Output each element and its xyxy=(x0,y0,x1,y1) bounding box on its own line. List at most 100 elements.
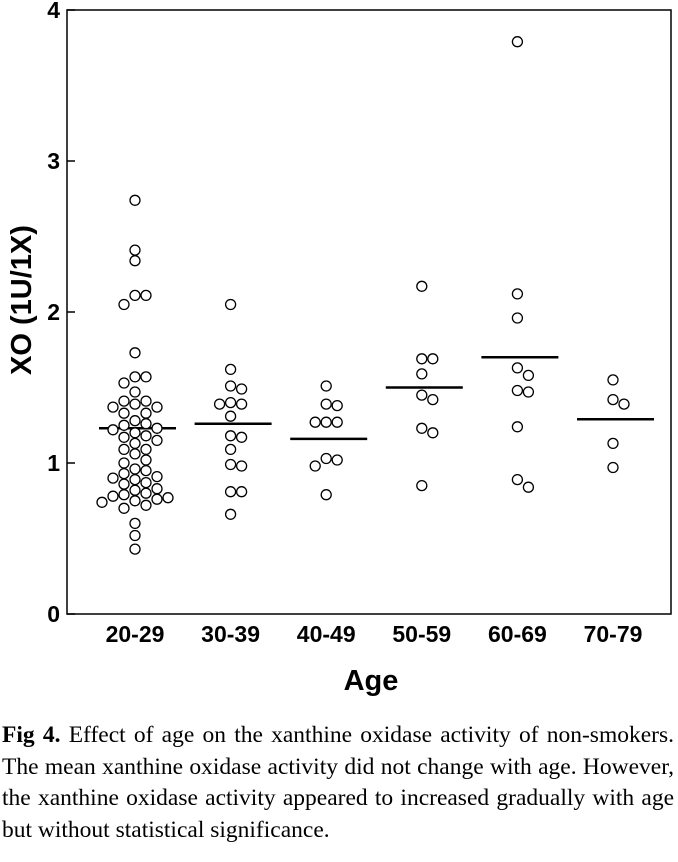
data-point xyxy=(129,543,141,555)
data-point xyxy=(511,473,524,486)
data-point xyxy=(140,289,152,302)
data-point xyxy=(129,427,141,439)
data-point xyxy=(607,437,619,450)
x-tick-label: 20-29 xyxy=(106,621,165,647)
data-point xyxy=(129,495,141,507)
x-tick-label: 50-59 xyxy=(392,621,451,647)
data-point xyxy=(151,470,163,483)
data-point xyxy=(224,443,237,456)
mean-lines xyxy=(99,356,654,441)
data-point xyxy=(224,380,237,392)
data-point xyxy=(140,454,152,466)
data-point xyxy=(129,255,141,267)
data-point xyxy=(320,398,332,410)
data-point xyxy=(320,380,332,392)
x-tick-label: 70-79 xyxy=(584,621,643,647)
data-point xyxy=(151,493,163,505)
data-point xyxy=(129,244,141,256)
data-point xyxy=(118,502,130,514)
data-point xyxy=(151,401,163,413)
data-point xyxy=(129,437,141,450)
data-point xyxy=(416,353,428,365)
data-point xyxy=(235,431,248,443)
data-point xyxy=(140,371,152,383)
data-point xyxy=(129,347,141,359)
data-point xyxy=(140,476,152,489)
data-point xyxy=(140,443,152,456)
data-point xyxy=(140,430,152,442)
data-point xyxy=(129,484,141,496)
data-point xyxy=(162,492,174,504)
x-tick-label: 30-39 xyxy=(201,621,260,647)
data-point xyxy=(151,434,163,447)
data-point xyxy=(235,383,248,395)
plot-frame xyxy=(66,9,672,615)
data-point xyxy=(331,416,343,428)
data-point xyxy=(118,489,130,501)
data-point xyxy=(511,421,524,433)
caption-label: Fig 4. xyxy=(2,722,61,748)
y-tick-label: 4 xyxy=(47,0,60,23)
data-point xyxy=(129,529,141,542)
data-point xyxy=(320,489,332,501)
data-point xyxy=(213,398,226,410)
data-point xyxy=(140,407,152,419)
figure-caption: Fig 4. Effect of age on the xanthine oxi… xyxy=(2,720,674,846)
data-point xyxy=(320,416,332,428)
data-point xyxy=(511,288,524,300)
data-point xyxy=(309,416,321,428)
data-point xyxy=(427,393,439,406)
data-point xyxy=(140,499,152,511)
data-point xyxy=(107,490,119,502)
data-point xyxy=(522,386,535,398)
data-point xyxy=(224,486,237,498)
data-points xyxy=(96,36,630,555)
data-point xyxy=(224,430,237,442)
x-tick-label: 40-49 xyxy=(297,621,356,647)
data-point xyxy=(151,483,163,495)
data-point xyxy=(129,386,141,398)
data-point xyxy=(511,362,524,374)
data-point xyxy=(118,395,130,407)
data-point xyxy=(118,431,130,443)
x-axis: 20-29 30-39 40-49 50-59 60-69 70-79 xyxy=(106,621,643,647)
data-point xyxy=(140,418,152,430)
data-point xyxy=(129,415,141,427)
data-point xyxy=(129,517,141,530)
data-point xyxy=(107,424,119,436)
data-point xyxy=(224,363,237,376)
data-point xyxy=(427,353,439,365)
data-point xyxy=(522,481,535,493)
data-point xyxy=(331,399,343,412)
data-point xyxy=(118,419,130,431)
data-point xyxy=(511,36,524,48)
data-point xyxy=(140,464,152,477)
data-point xyxy=(416,422,428,434)
data-point xyxy=(618,398,630,410)
data-point xyxy=(416,280,428,292)
data-point xyxy=(129,289,141,302)
data-point xyxy=(107,472,119,484)
data-point xyxy=(129,194,141,206)
data-point xyxy=(511,312,524,324)
data-point xyxy=(235,398,248,410)
data-point xyxy=(118,298,130,311)
data-point xyxy=(224,298,237,311)
y-tick-label: 2 xyxy=(47,299,60,325)
data-point xyxy=(224,396,237,409)
data-point xyxy=(427,427,439,439)
data-point xyxy=(129,371,141,383)
data-point xyxy=(118,467,130,480)
data-point xyxy=(235,460,248,472)
data-point xyxy=(140,395,152,407)
data-point xyxy=(607,374,619,386)
data-point xyxy=(416,479,428,492)
data-point xyxy=(607,461,619,474)
data-point xyxy=(118,457,130,469)
data-point xyxy=(151,422,163,434)
data-point xyxy=(118,443,130,456)
caption-text: Effect of age on the xanthine oxidase ac… xyxy=(2,722,675,843)
data-point xyxy=(320,452,332,465)
y-tick-label: 3 xyxy=(47,148,60,174)
x-tick-label: 60-69 xyxy=(488,621,547,647)
